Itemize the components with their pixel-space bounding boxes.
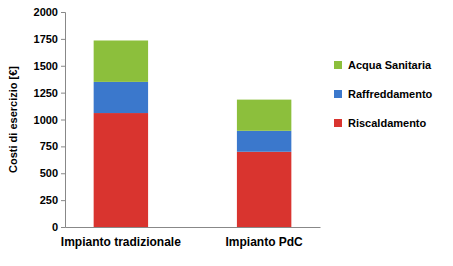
legend-swatch xyxy=(334,90,342,98)
x-tick: Impianto tradizionale xyxy=(61,227,181,249)
series xyxy=(94,82,292,152)
legend-swatch xyxy=(334,61,342,69)
y-tick: 0 xyxy=(52,221,65,233)
legend-label: Riscaldamento xyxy=(348,117,427,129)
y-tick-mark xyxy=(61,227,65,228)
y-tick-label: 2000 xyxy=(34,6,58,18)
y-tick-mark xyxy=(61,66,65,67)
legend-item: Riscaldamento xyxy=(334,117,427,129)
y-tick-label: 250 xyxy=(40,194,58,206)
legend-item: Raffreddamento xyxy=(334,88,433,100)
bars xyxy=(94,40,292,227)
bar-segment xyxy=(94,40,148,81)
y-tick-mark xyxy=(61,39,65,40)
bar-segment xyxy=(94,82,148,113)
x-tick-label: Impianto PdC xyxy=(225,235,303,249)
y-tick-mark xyxy=(61,120,65,121)
y-tick-mark xyxy=(61,93,65,94)
y-tick: 250 xyxy=(40,194,65,206)
y-tick-label: 1250 xyxy=(34,87,58,99)
y-tick-label: 500 xyxy=(40,167,58,179)
y-tick: 1750 xyxy=(34,33,65,45)
y-tick-label: 1500 xyxy=(34,60,58,72)
bar-segment xyxy=(237,152,291,227)
y-tick-mark xyxy=(61,173,65,174)
y-tick: 750 xyxy=(40,140,65,152)
y-axis-title: Costi di esercizio [€] xyxy=(7,66,19,173)
bar-segment xyxy=(237,131,291,152)
x-axis: Impianto tradizionale Impianto PdC xyxy=(61,227,321,249)
y-tick: 1250 xyxy=(34,87,65,99)
y-tick-mark xyxy=(61,200,65,201)
y-axis: 0 250 500 750 1000 1250 1500 1750 2000 xyxy=(34,6,66,233)
legend: Acqua Sanitaria Raffreddamento Riscaldamen… xyxy=(334,59,433,129)
y-tick: 1500 xyxy=(34,60,65,72)
y-tick-label: 0 xyxy=(52,221,58,233)
legend-label: Acqua Sanitaria xyxy=(348,59,432,71)
y-tick-mark xyxy=(61,12,65,13)
y-tick: 1000 xyxy=(34,114,65,126)
bar-segment xyxy=(237,100,291,131)
y-tick: 2000 xyxy=(34,6,65,18)
y-tick-mark xyxy=(61,146,65,147)
y-axis-line xyxy=(61,13,66,228)
chart: 0 250 500 750 1000 1250 1500 1750 2000 Impianto t… xyxy=(0,0,453,266)
x-axis-line xyxy=(66,227,321,228)
legend-swatch xyxy=(334,119,342,127)
legend-item: Acqua Sanitaria xyxy=(334,59,432,71)
series xyxy=(94,40,292,130)
x-tick-label: Impianto tradizionale xyxy=(61,235,181,249)
y-tick-label: 1750 xyxy=(34,33,58,45)
x-tick: Impianto PdC xyxy=(225,227,303,249)
y-tick-label: 1000 xyxy=(34,114,58,126)
bar-segment xyxy=(94,113,148,227)
y-tick: 500 xyxy=(40,167,65,179)
y-tick-label: 750 xyxy=(40,140,58,152)
legend-label: Raffreddamento xyxy=(348,88,433,100)
